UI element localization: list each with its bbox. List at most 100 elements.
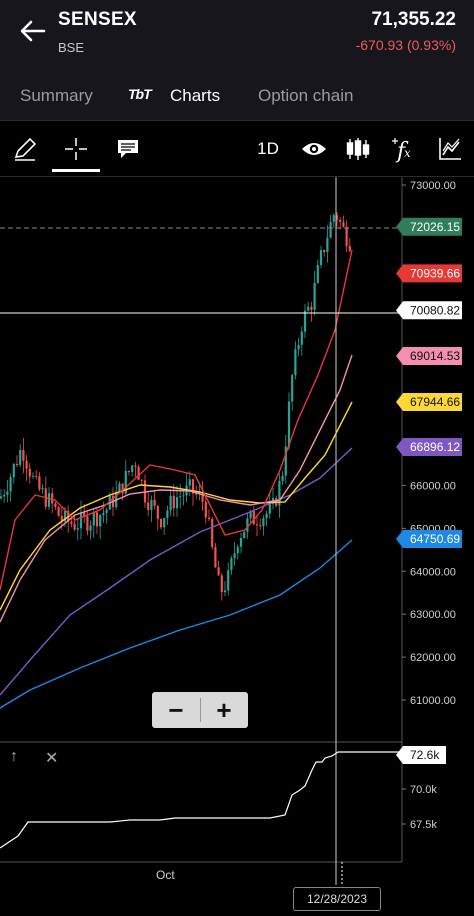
candle [159, 518, 163, 530]
indicator-chart-icon[interactable] [434, 121, 466, 176]
candle [6, 480, 9, 503]
active-tool-indicator [52, 169, 100, 172]
eye-icon[interactable] [298, 121, 330, 176]
candle [31, 472, 35, 479]
crosshair-icon[interactable] [60, 121, 92, 176]
tab-charts[interactable]: Charts [170, 86, 221, 105]
candle [214, 543, 217, 568]
tab-summary[interactable]: Summary [20, 86, 93, 105]
candle [92, 509, 95, 538]
candle [342, 215, 345, 228]
candle [252, 505, 255, 525]
candle [118, 481, 121, 493]
candle [348, 238, 351, 253]
zoom-in-button[interactable]: + [216, 694, 232, 725]
candle [25, 454, 28, 481]
zoom-out-button[interactable]: − [168, 694, 184, 725]
candle [54, 501, 57, 510]
candle [89, 520, 92, 540]
price-tick-label: 61000.00 [410, 695, 456, 707]
price-tag: 69014.53 [396, 347, 462, 366]
candle [204, 496, 207, 524]
price-tag-bg [396, 301, 462, 320]
candle [182, 488, 185, 506]
candle [95, 507, 99, 534]
candle [79, 500, 83, 540]
candle [140, 478, 143, 486]
price-tag: 70080.82 [396, 301, 462, 320]
candle [313, 270, 316, 316]
close-indicator-icon[interactable]: ✕ [45, 750, 59, 767]
volume-tag-bg [396, 746, 446, 764]
candle [230, 555, 233, 575]
volume-tag-label: 72.6k [410, 748, 440, 762]
price-tick-label: 62000.00 [410, 652, 456, 664]
candle [329, 214, 332, 239]
price-tag: 70939.66 [396, 264, 462, 283]
price-tag-bg [396, 437, 462, 456]
price-tag-label: 69014.53 [410, 349, 460, 363]
candle [67, 505, 70, 533]
back-arrow-icon[interactable] [18, 18, 48, 44]
candle [35, 470, 38, 480]
pencil-icon[interactable] [8, 121, 42, 176]
price-tag-bg [396, 392, 462, 411]
candle [291, 373, 294, 411]
candle [227, 562, 230, 596]
candle [99, 514, 102, 540]
candle [271, 487, 275, 510]
candle [345, 220, 348, 252]
price-tag: 72026.15 [396, 217, 462, 236]
candle [255, 514, 259, 537]
candle [287, 392, 291, 451]
symbol-title: SENSEX [58, 9, 137, 30]
candle [179, 483, 182, 509]
candlestick-icon[interactable] [343, 121, 373, 176]
header: SENSEX BSE 71,355.22 -670.93 (0.93%) [0, 0, 474, 72]
candle [166, 505, 169, 525]
price-tag-label: 70080.82 [410, 303, 460, 317]
candle [44, 476, 47, 510]
candle [294, 341, 297, 380]
interval-selector[interactable]: 1D [257, 138, 279, 158]
candle [323, 249, 326, 257]
candle [319, 245, 323, 269]
x-axis-label-oct: Oct [156, 868, 175, 882]
candle [188, 471, 191, 497]
price-chart[interactable]: 73000.0072000.0071000.0070000.0069000.00… [0, 177, 474, 916]
last-price: 71,355.22 [371, 9, 456, 30]
candle [284, 434, 287, 484]
zoom-controls: − + [152, 692, 248, 728]
moving-average-line [0, 539, 353, 709]
comment-icon[interactable] [113, 121, 143, 176]
price-tag-bg [396, 530, 462, 549]
candle [236, 544, 239, 560]
candle [243, 531, 246, 539]
price-tag-label: 70939.66 [410, 266, 460, 280]
price-tag-bg [396, 264, 462, 283]
candle [335, 212, 339, 227]
exchange-label: BSE [58, 40, 85, 55]
candle [105, 507, 108, 524]
tab-option-chain[interactable]: Option chain [258, 86, 354, 105]
candle [150, 495, 153, 523]
candle [147, 492, 150, 516]
price-tag-bg [396, 217, 462, 236]
candle [332, 213, 335, 229]
price-change: -670.93 (0.93%) [355, 37, 456, 53]
candle [185, 473, 188, 503]
candle [156, 504, 159, 531]
price-tag-label: 67944.66 [410, 395, 460, 409]
crosshair-date-tag: 12/28/2023 [293, 887, 381, 911]
candle [259, 518, 262, 530]
price-tags: 72026.15 70939.66 70080.82 69014.53 67944.66… [396, 217, 462, 549]
price-tag: 67944.66 [396, 392, 462, 411]
move-up-icon[interactable]: ↑ [10, 748, 18, 765]
candle [51, 488, 54, 514]
price-tag-label: 72026.15 [410, 220, 460, 234]
candle [268, 491, 271, 519]
candle [303, 303, 307, 339]
candle [223, 580, 227, 597]
candle [265, 510, 268, 527]
